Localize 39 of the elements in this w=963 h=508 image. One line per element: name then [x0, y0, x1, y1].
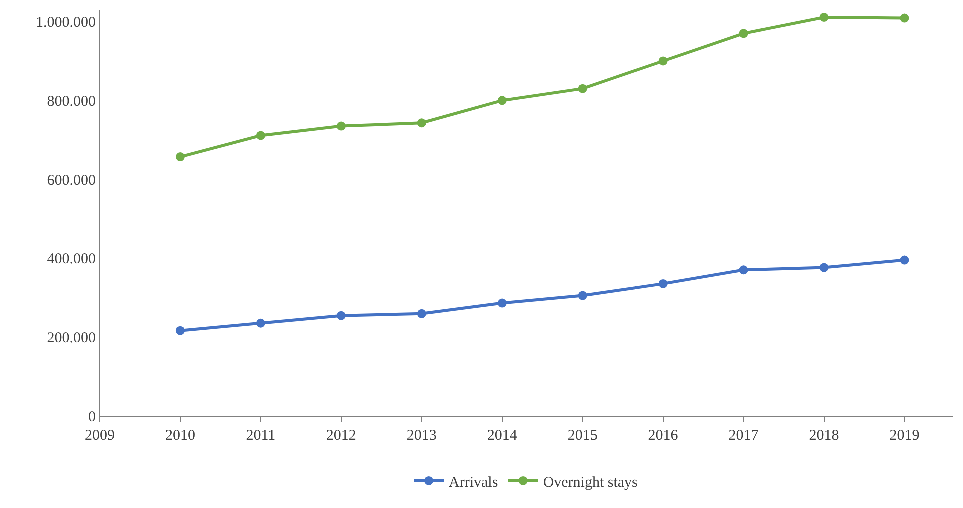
- point: [900, 256, 910, 265]
- x-tick-label: 2016: [648, 428, 679, 444]
- point: [739, 266, 748, 275]
- point: [256, 131, 266, 140]
- point: [739, 29, 748, 38]
- point: [820, 263, 829, 272]
- y-tick-label: 1.000.000: [36, 15, 96, 32]
- legend-label: Overnight stays: [543, 474, 638, 491]
- x-tick-label: 2015: [568, 428, 598, 444]
- point: [658, 56, 668, 66]
- point: [578, 84, 588, 94]
- point: [417, 309, 426, 318]
- x-tick-label: 2012: [326, 428, 356, 444]
- point: [256, 318, 266, 328]
- x-tick-label: 2018: [809, 428, 840, 444]
- point: [658, 279, 668, 288]
- x-tick-label: 2011: [246, 428, 276, 444]
- y-tick-label: 0: [88, 409, 96, 426]
- y-tick-label: 400.000: [47, 252, 96, 268]
- point: [176, 326, 185, 336]
- x-tick-label: 2013: [406, 428, 437, 444]
- point: [417, 118, 426, 128]
- point: [578, 291, 588, 300]
- x-tick-label: 2014: [487, 428, 518, 444]
- y-tick-label: 600.000: [47, 172, 96, 189]
- point: [176, 152, 185, 162]
- x-tick-label: 2010: [165, 428, 196, 444]
- point: [498, 298, 507, 308]
- point: [498, 96, 507, 106]
- y-tick-label: 800.000: [47, 94, 96, 110]
- point: [336, 311, 346, 320]
- x-tick-label: 2017: [728, 428, 760, 444]
- point: [820, 12, 829, 22]
- x-tick-label: 2009: [85, 428, 115, 444]
- x-tick-label: 2019: [890, 428, 920, 444]
- legend-label: Arrivals: [449, 474, 498, 491]
- point: [336, 122, 346, 131]
- y-tick-label: 200.000: [47, 330, 96, 346]
- point: [900, 14, 910, 23]
